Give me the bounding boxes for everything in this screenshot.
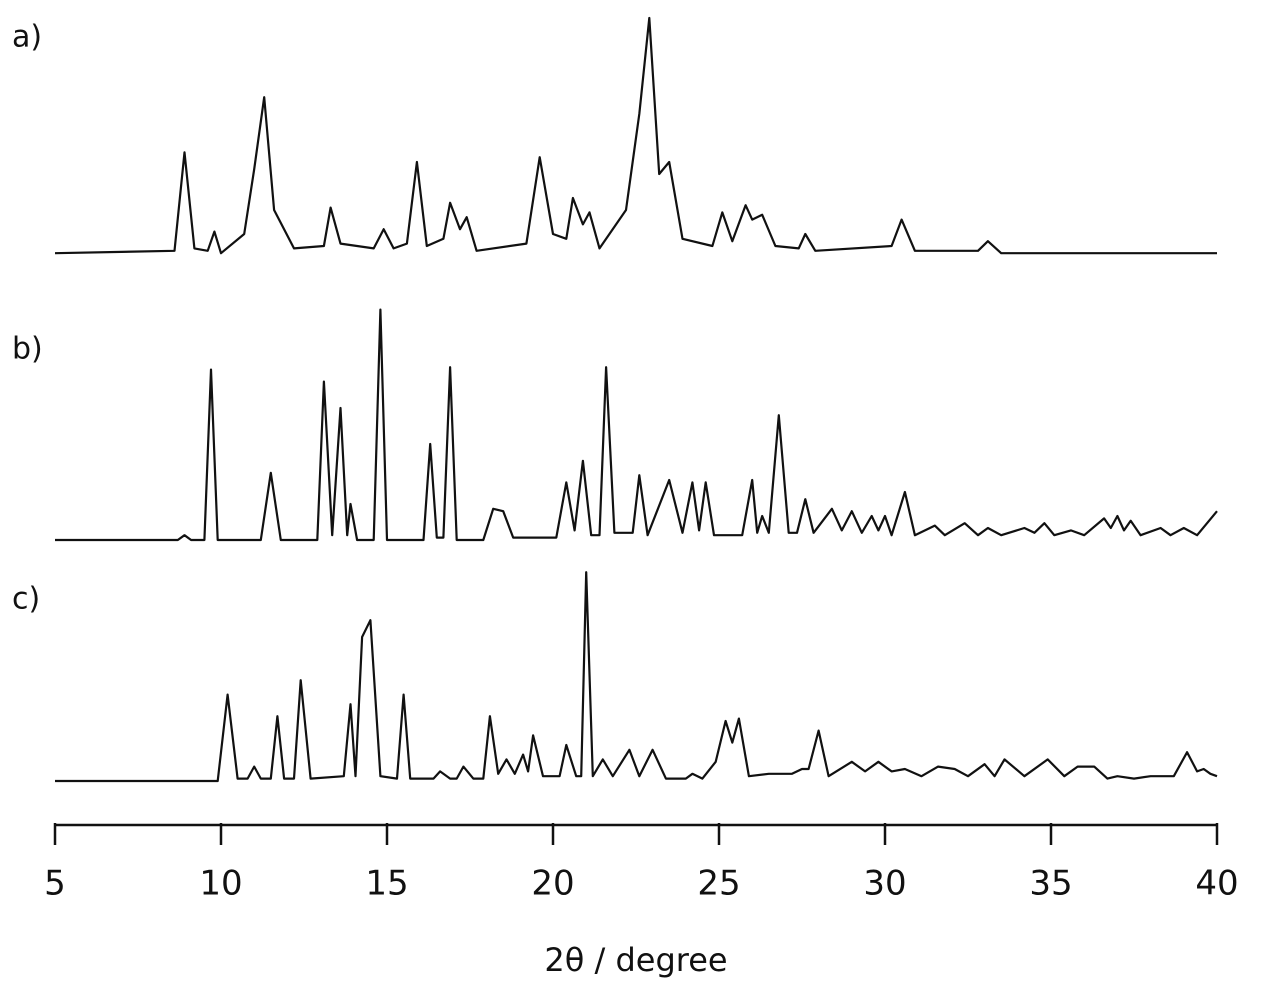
x-tick-label: 20 [531,864,574,904]
x-tick-label: 40 [1195,864,1238,904]
x-axis-label: 2θ / degree [544,941,727,979]
x-tick-label: 15 [365,864,408,904]
pattern-line [54,16,1217,255]
x-tick-label: 10 [199,864,242,904]
x-tick-label: 35 [1029,864,1072,904]
panel-label: c) [12,582,40,617]
x-tick-label: 25 [697,864,740,904]
pattern-line [55,308,1218,542]
panel-label: a) [12,20,42,55]
panel-label: b) [12,332,43,367]
x-tick-label: 30 [863,864,906,904]
x-tick-label: 5 [44,864,66,904]
pattern-line [55,571,1218,783]
